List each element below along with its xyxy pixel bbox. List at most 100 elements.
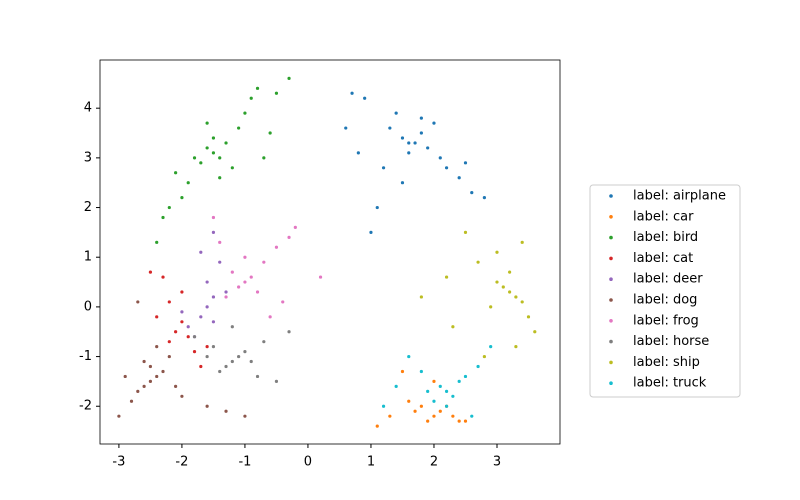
point	[350, 91, 354, 95]
x-tick-label: 2	[430, 455, 438, 470]
point	[155, 315, 159, 319]
point	[432, 121, 436, 125]
point	[230, 166, 234, 170]
point	[211, 215, 216, 220]
point	[438, 384, 442, 388]
point	[161, 275, 165, 279]
plot-frame	[99, 59, 561, 445]
point	[174, 384, 178, 388]
point	[243, 111, 247, 115]
point	[419, 404, 423, 408]
point	[407, 354, 411, 359]
point	[507, 290, 512, 294]
legend-marker	[609, 339, 613, 344]
point	[419, 295, 423, 299]
point	[255, 290, 260, 294]
point	[293, 225, 297, 230]
point	[375, 424, 379, 428]
point	[167, 300, 171, 304]
point	[142, 384, 146, 388]
point	[148, 270, 153, 274]
point	[180, 394, 184, 398]
y-tick-label: 0	[84, 299, 92, 314]
point	[249, 359, 253, 364]
point	[237, 126, 241, 130]
y-tick-label: 3	[84, 150, 92, 165]
legend-label: label: horse	[633, 334, 709, 349]
point	[356, 151, 360, 155]
point	[274, 91, 279, 95]
point	[211, 295, 216, 299]
point	[407, 399, 411, 403]
point	[136, 389, 140, 393]
point	[136, 300, 140, 304]
point	[161, 369, 165, 374]
x-tick-label: 3	[493, 455, 501, 470]
legend-label: label: frog	[633, 313, 699, 328]
point	[224, 141, 228, 145]
legend	[589, 184, 741, 398]
point	[230, 325, 234, 329]
y-tick-label: -1	[79, 349, 92, 364]
point	[381, 166, 386, 170]
point	[413, 409, 417, 413]
point	[186, 325, 190, 329]
point	[375, 205, 379, 210]
point	[243, 350, 247, 354]
point	[230, 270, 234, 274]
point	[432, 379, 436, 384]
point	[482, 196, 486, 200]
point	[243, 280, 247, 284]
point	[463, 419, 468, 423]
point	[155, 374, 159, 379]
point	[211, 230, 216, 234]
point	[287, 76, 291, 80]
point	[463, 374, 468, 379]
point	[211, 151, 216, 155]
point	[199, 161, 203, 165]
point	[388, 126, 392, 130]
point	[489, 345, 493, 349]
point	[457, 379, 461, 384]
y-tick-label: -2	[79, 399, 92, 414]
point	[205, 305, 209, 309]
point	[268, 315, 272, 319]
legend-label: label: airplane	[633, 189, 726, 204]
point	[444, 275, 449, 279]
point	[123, 374, 127, 379]
legend-marker	[609, 360, 613, 365]
point	[174, 171, 178, 175]
point	[205, 345, 209, 349]
point	[186, 181, 190, 185]
point	[180, 290, 184, 294]
point	[180, 310, 184, 314]
point	[287, 235, 291, 239]
point	[218, 369, 222, 374]
point	[224, 364, 228, 369]
point	[205, 121, 209, 125]
point	[489, 305, 493, 309]
point	[167, 354, 171, 359]
point	[224, 290, 228, 294]
point	[394, 384, 398, 388]
point	[457, 419, 461, 423]
point	[476, 260, 480, 264]
legend-marker	[609, 381, 613, 386]
point	[218, 260, 222, 264]
point	[514, 295, 518, 299]
point	[501, 285, 505, 289]
legend-marker	[609, 235, 613, 240]
x-tick-label: -3	[112, 455, 125, 470]
point	[520, 240, 524, 244]
point	[243, 255, 247, 259]
y-tick-label: 2	[84, 200, 92, 215]
point	[274, 245, 279, 249]
point	[192, 335, 197, 339]
point	[237, 354, 241, 359]
x-tick-label: 0	[304, 455, 312, 470]
point	[205, 404, 209, 408]
point	[205, 146, 209, 150]
point	[463, 161, 468, 165]
point	[281, 300, 285, 304]
